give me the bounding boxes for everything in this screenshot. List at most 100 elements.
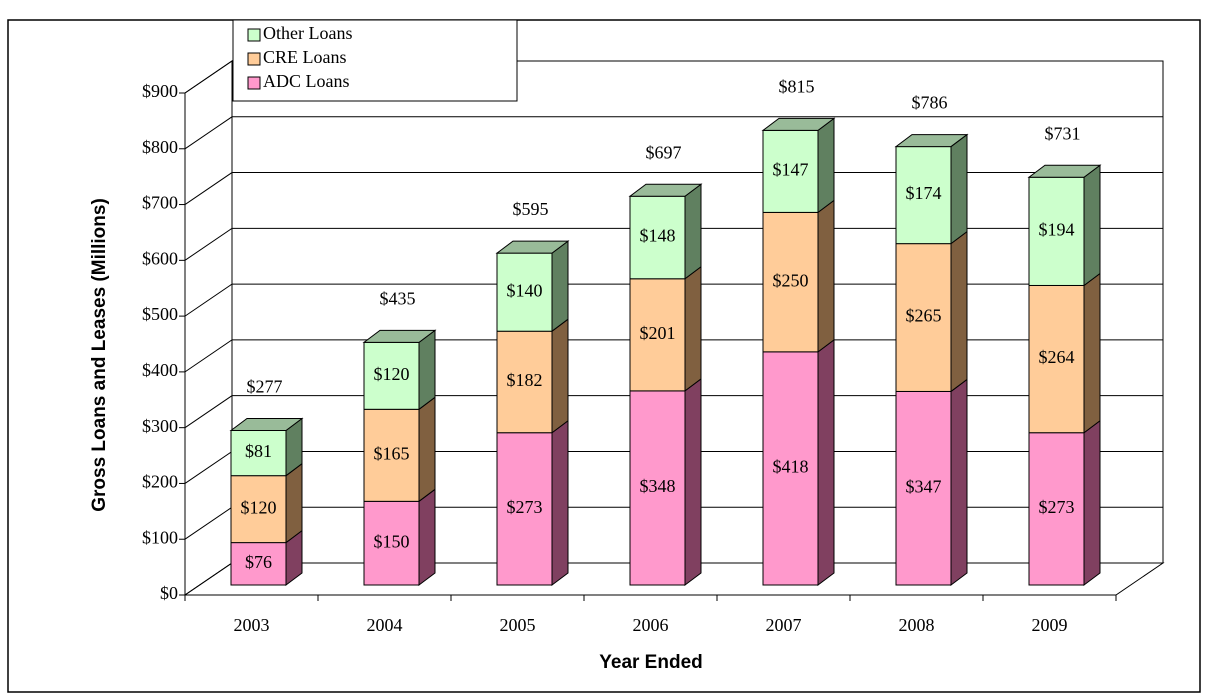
bar-side xyxy=(418,329,436,411)
legend-swatch xyxy=(247,52,261,66)
value-label: $165 xyxy=(374,443,410,463)
total-label: $697 xyxy=(646,142,682,162)
bar-side xyxy=(1083,164,1101,287)
value-label: $76 xyxy=(245,552,272,572)
value-label: $147 xyxy=(773,160,809,180)
y-tick-label: $100 xyxy=(142,527,178,547)
value-label: $273 xyxy=(1039,497,1075,517)
bar-side xyxy=(684,183,702,280)
value-label: $148 xyxy=(640,226,676,246)
bar-segment xyxy=(629,278,686,392)
side-wall xyxy=(184,60,233,596)
legend: Other Loans CRE Loans ADC Loans xyxy=(232,19,518,102)
bar-top xyxy=(761,117,836,131)
bar-side xyxy=(950,133,968,245)
value-label: $120 xyxy=(241,497,277,517)
legend-label: Other Loans xyxy=(263,23,352,43)
bar-side xyxy=(817,117,835,214)
bar-side xyxy=(551,240,569,333)
bar-segment xyxy=(496,330,553,434)
x-axis-title: Year Ended xyxy=(599,652,703,673)
value-label: $120 xyxy=(374,364,410,384)
bar-side xyxy=(817,199,835,353)
bar-segment xyxy=(230,429,287,477)
x-tick-label: 2007 xyxy=(766,615,802,635)
bar-side xyxy=(684,377,702,586)
bar-side xyxy=(1083,419,1101,586)
y-tick-label: $200 xyxy=(142,472,178,492)
legend-label: CRE Loans xyxy=(263,47,347,67)
x-tick-label: 2006 xyxy=(633,615,669,635)
x-tick-label: 2008 xyxy=(899,615,935,635)
bar-top xyxy=(362,329,437,343)
bar-top xyxy=(495,240,570,254)
bar-side xyxy=(551,419,569,586)
grid-line xyxy=(184,116,1163,150)
bar-segment xyxy=(496,252,553,332)
value-label: $140 xyxy=(507,280,543,300)
grid-line xyxy=(184,227,1163,261)
bar-segment xyxy=(895,390,952,586)
value-label: $182 xyxy=(507,370,543,390)
total-label: $731 xyxy=(1045,123,1081,143)
bar-segment xyxy=(629,195,686,280)
y-tick-label: $0 xyxy=(160,583,178,603)
legend-swatch xyxy=(247,76,261,90)
y-tick-label: $500 xyxy=(142,304,178,324)
value-label: $347 xyxy=(906,476,942,496)
grid-line xyxy=(184,395,1163,429)
y-axis-title: Gross Loans and Leases (Millions) xyxy=(89,198,110,512)
bar-top xyxy=(1027,164,1102,178)
bar-top xyxy=(894,134,969,148)
value-label: $418 xyxy=(773,457,809,477)
total-label: $786 xyxy=(912,93,948,113)
bar-side xyxy=(418,396,436,503)
bar-segment xyxy=(496,432,553,586)
y-tick-label: $400 xyxy=(142,360,178,380)
total-label: $435 xyxy=(380,288,416,308)
bar-segment xyxy=(230,475,287,544)
value-label: $174 xyxy=(906,183,942,203)
x-tick-label: 2003 xyxy=(234,615,270,635)
x-tick-label: 2009 xyxy=(1032,615,1068,635)
bar-segment xyxy=(1028,284,1085,434)
bar-side xyxy=(1083,272,1101,434)
bar-side xyxy=(418,488,436,586)
y-tick-label: $300 xyxy=(142,416,178,436)
grid-line xyxy=(184,339,1163,373)
value-label: $273 xyxy=(507,497,543,517)
bar-segment xyxy=(363,500,420,586)
bar-side xyxy=(950,230,968,393)
bar-side xyxy=(285,462,303,544)
value-label: $194 xyxy=(1039,219,1075,239)
bar-segment xyxy=(762,129,819,213)
legend-box xyxy=(232,19,518,102)
total-label: $277 xyxy=(247,377,283,397)
value-label: $201 xyxy=(640,323,676,343)
y-tick-label: $700 xyxy=(142,193,178,213)
bar-segment xyxy=(363,408,420,502)
bar-segment xyxy=(230,542,287,586)
grid-line xyxy=(184,60,1163,94)
total-label: $595 xyxy=(513,199,549,219)
bar-side xyxy=(950,378,968,586)
value-label: $265 xyxy=(906,306,942,326)
grid-line xyxy=(184,172,1163,205)
y-tick-label: $600 xyxy=(142,248,178,268)
bar-side xyxy=(551,318,569,434)
legend-swatch xyxy=(247,28,261,42)
y-tick-label: $800 xyxy=(142,137,178,157)
x-tick-label: 2005 xyxy=(500,615,536,635)
bar-side xyxy=(817,338,835,586)
value-label: $250 xyxy=(773,270,809,290)
bar-side xyxy=(684,265,702,392)
value-label: $348 xyxy=(640,476,676,496)
grid-line xyxy=(184,283,1163,317)
total-label: $815 xyxy=(779,77,815,97)
value-label: $150 xyxy=(374,531,410,551)
bar-top xyxy=(628,183,703,197)
value-label: $264 xyxy=(1039,347,1075,367)
x-tick-label: 2004 xyxy=(367,615,403,635)
value-label: $81 xyxy=(245,441,272,461)
